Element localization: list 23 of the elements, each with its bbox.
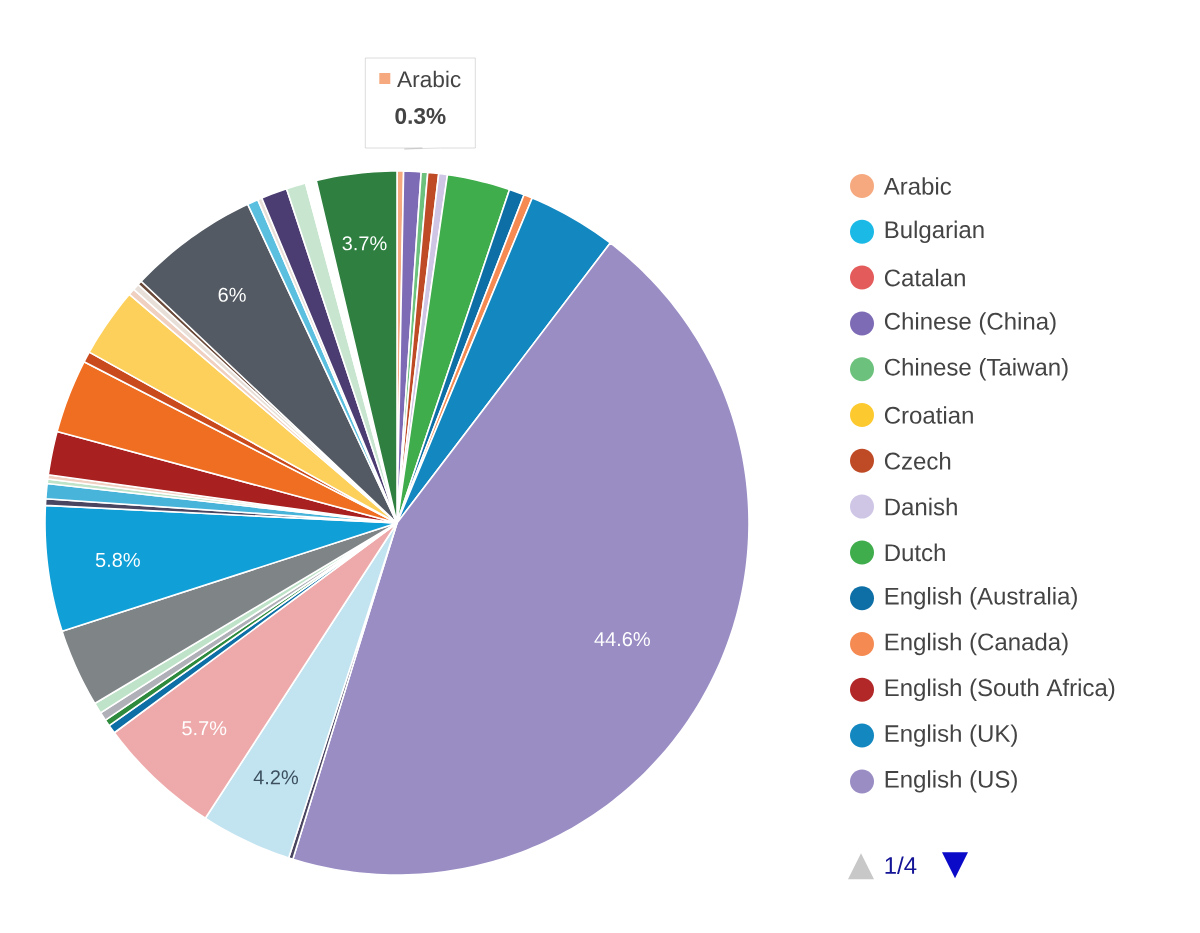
- text: 1/4: [885, 856, 917, 875]
- data-label: 6%: [218, 287, 246, 302]
- legend-label: English (UK): [885, 724, 1017, 747]
- legend-label: Danish: [885, 497, 957, 516]
- legend-label: Chinese (China): [884, 312, 1056, 335]
- category-label: Arabic: [883, 177, 952, 195]
- legend-label: Catalan: [884, 268, 965, 287]
- data-label: 44.6%: [594, 631, 650, 647]
- legend-label: Dutch: [885, 543, 945, 562]
- legend-label: Chinese (Taiwan): [884, 358, 1068, 381]
- data-label: 0.3%: [395, 107, 446, 125]
- legend-label: English (Australia): [885, 587, 1077, 610]
- data-label: 5.7%: [182, 721, 227, 736]
- data-label: 5.8%: [95, 552, 140, 567]
- data-label: 4.2%: [253, 770, 299, 785]
- legend-label: English (Canada): [885, 632, 1068, 656]
- legend-label: Croatian: [884, 406, 973, 424]
- legend-label: Arabic: [397, 70, 461, 88]
- legend-label: English (US): [885, 770, 1017, 793]
- legend-label: Bulgarian: [885, 220, 984, 243]
- legend-label: Czech: [884, 451, 951, 470]
- legend-label: English (South Africa): [885, 678, 1115, 701]
- data-label: 3.7%: [342, 236, 387, 251]
